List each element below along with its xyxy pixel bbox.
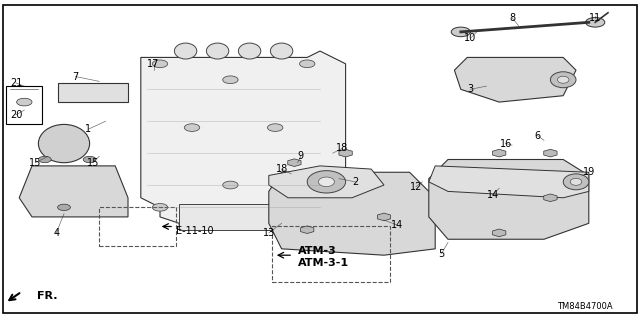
Circle shape (300, 204, 315, 211)
Ellipse shape (307, 171, 346, 193)
Polygon shape (269, 166, 384, 198)
Circle shape (300, 60, 315, 68)
Ellipse shape (174, 43, 197, 59)
Text: 8: 8 (509, 12, 515, 23)
Text: 21: 21 (10, 78, 22, 88)
Circle shape (184, 124, 200, 131)
Circle shape (451, 27, 470, 37)
Text: 14: 14 (390, 220, 403, 230)
Circle shape (38, 156, 51, 163)
Circle shape (152, 204, 168, 211)
Text: 9: 9 (298, 151, 304, 161)
Polygon shape (429, 160, 589, 239)
Ellipse shape (271, 43, 293, 59)
Ellipse shape (207, 43, 229, 59)
Text: 12: 12 (410, 182, 422, 192)
Text: 17: 17 (147, 59, 160, 69)
Circle shape (152, 60, 168, 68)
Polygon shape (141, 51, 346, 230)
Polygon shape (454, 57, 576, 102)
Text: 20: 20 (10, 110, 22, 120)
Circle shape (223, 181, 238, 189)
Text: 18: 18 (275, 164, 288, 174)
Ellipse shape (557, 76, 569, 83)
Text: 11: 11 (589, 12, 602, 23)
Text: FR.: FR. (37, 291, 58, 301)
Text: 6: 6 (534, 130, 541, 141)
Text: 18: 18 (336, 143, 349, 153)
Text: 13: 13 (262, 228, 275, 238)
Text: 5: 5 (438, 249, 445, 259)
Text: 4: 4 (53, 228, 60, 238)
Text: 15: 15 (29, 158, 42, 168)
Polygon shape (429, 166, 589, 198)
Text: 16: 16 (499, 138, 512, 149)
Ellipse shape (563, 174, 589, 190)
Circle shape (58, 204, 70, 211)
Text: 3: 3 (467, 84, 474, 94)
Ellipse shape (319, 177, 334, 187)
Bar (99, 207, 176, 246)
Text: ATM-3
ATM-3-1: ATM-3 ATM-3-1 (298, 246, 349, 268)
Text: TM84B4700A: TM84B4700A (557, 302, 612, 311)
Polygon shape (269, 172, 435, 255)
Text: 14: 14 (486, 189, 499, 200)
Text: 10: 10 (464, 33, 477, 43)
Polygon shape (19, 166, 128, 217)
Ellipse shape (550, 72, 576, 88)
Text: E-11-10: E-11-10 (176, 226, 214, 236)
Ellipse shape (239, 43, 261, 59)
Circle shape (268, 124, 283, 131)
Polygon shape (58, 83, 128, 102)
Bar (272, 226, 390, 282)
Text: 2: 2 (352, 177, 358, 187)
Text: 19: 19 (582, 167, 595, 177)
Circle shape (223, 76, 238, 84)
Ellipse shape (38, 124, 90, 163)
Text: 7: 7 (72, 71, 79, 82)
Circle shape (83, 156, 96, 163)
Text: 15: 15 (86, 158, 99, 168)
Ellipse shape (570, 178, 582, 185)
Circle shape (17, 98, 32, 106)
Polygon shape (179, 204, 333, 230)
Bar (6, 86, 42, 124)
Text: 1: 1 (85, 124, 92, 134)
Circle shape (586, 18, 605, 27)
